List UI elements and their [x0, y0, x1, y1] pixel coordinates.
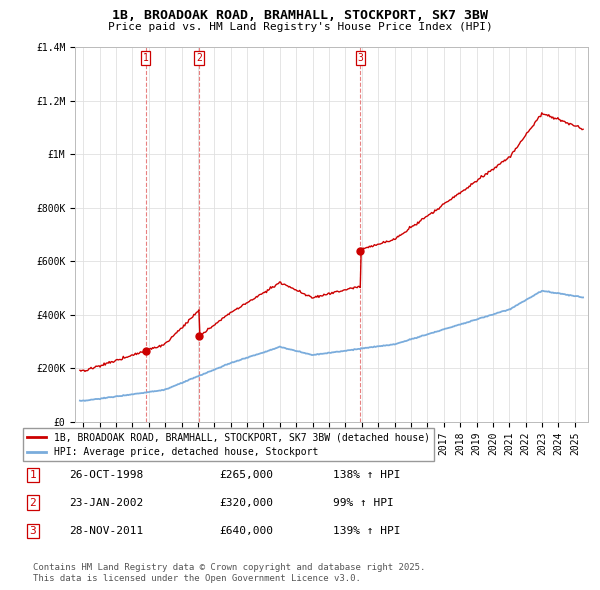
Legend: 1B, BROADOAK ROAD, BRAMHALL, STOCKPORT, SK7 3BW (detached house), HPI: Average p: 1B, BROADOAK ROAD, BRAMHALL, STOCKPORT, … — [23, 428, 434, 461]
Text: 1: 1 — [143, 53, 149, 63]
Text: 2: 2 — [29, 498, 37, 507]
Text: £265,000: £265,000 — [219, 470, 273, 480]
Text: 139% ↑ HPI: 139% ↑ HPI — [333, 526, 401, 536]
Text: 23-JAN-2002: 23-JAN-2002 — [69, 498, 143, 507]
Text: 1B, BROADOAK ROAD, BRAMHALL, STOCKPORT, SK7 3BW: 1B, BROADOAK ROAD, BRAMHALL, STOCKPORT, … — [112, 9, 488, 22]
Text: 138% ↑ HPI: 138% ↑ HPI — [333, 470, 401, 480]
Text: Contains HM Land Registry data © Crown copyright and database right 2025.
This d: Contains HM Land Registry data © Crown c… — [33, 563, 425, 583]
Text: 28-NOV-2011: 28-NOV-2011 — [69, 526, 143, 536]
Text: 3: 3 — [358, 53, 363, 63]
Text: 99% ↑ HPI: 99% ↑ HPI — [333, 498, 394, 507]
Text: 2: 2 — [196, 53, 202, 63]
Text: £320,000: £320,000 — [219, 498, 273, 507]
Text: 1: 1 — [29, 470, 37, 480]
Text: 3: 3 — [29, 526, 37, 536]
Text: £640,000: £640,000 — [219, 526, 273, 536]
Text: 26-OCT-1998: 26-OCT-1998 — [69, 470, 143, 480]
Text: Price paid vs. HM Land Registry's House Price Index (HPI): Price paid vs. HM Land Registry's House … — [107, 22, 493, 32]
